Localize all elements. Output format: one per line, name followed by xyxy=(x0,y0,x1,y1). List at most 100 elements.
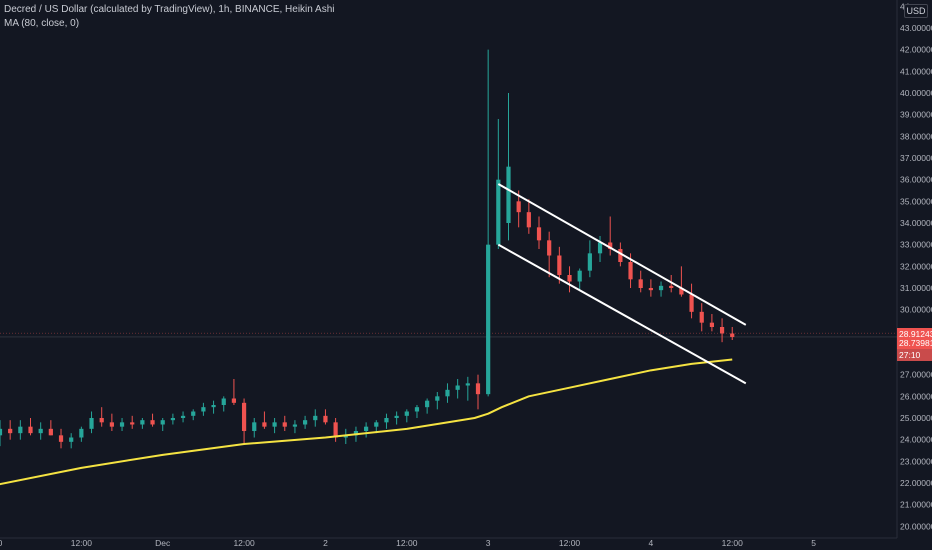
candle-body-up xyxy=(170,418,175,421)
candle-body-down xyxy=(638,279,643,288)
candle-body-up xyxy=(465,383,470,386)
candle-body-down xyxy=(536,227,542,241)
candle-body-up xyxy=(140,420,145,425)
candle-body-down xyxy=(262,422,267,427)
candle-body-down xyxy=(241,402,247,431)
y-tick-label: 20.000000 xyxy=(900,521,932,531)
channel-upper-line xyxy=(497,183,747,326)
candle-body-up xyxy=(272,422,277,427)
candle-body-down xyxy=(679,288,684,295)
candle-body-up xyxy=(18,426,23,434)
candle-body-up xyxy=(191,411,196,416)
candle-body-down xyxy=(231,398,237,403)
candle-body-up xyxy=(506,166,511,223)
currency-selector[interactable]: USD xyxy=(904,4,928,18)
candle-body-down xyxy=(150,420,155,425)
candle-body-up xyxy=(374,422,379,427)
x-tick-label: 12:00 xyxy=(396,538,418,548)
y-tick-label: 24.000000 xyxy=(900,435,932,445)
y-tick-label: 37.000000 xyxy=(900,153,932,163)
candle-body-up xyxy=(353,431,359,436)
candle-body-down xyxy=(333,422,338,438)
y-tick-label: 23.000000 xyxy=(900,456,932,466)
candle-body-down xyxy=(648,288,653,291)
candle-body-down xyxy=(547,240,552,256)
candle-body-up xyxy=(597,242,603,254)
candle-body-up xyxy=(79,428,84,438)
y-tick-label: 30.000000 xyxy=(900,305,932,315)
candle-body-down xyxy=(669,285,674,288)
x-tick-label: 12:00 xyxy=(722,538,744,548)
candle-body-down xyxy=(475,383,481,395)
candle-body-up xyxy=(89,418,94,429)
x-tick-label: Dec xyxy=(155,538,171,548)
candle-body-down xyxy=(557,255,562,275)
y-tick-label: 22.000000 xyxy=(900,478,932,488)
candle-body-up xyxy=(496,179,501,245)
y-tick-label: 39.000000 xyxy=(900,110,932,120)
candle-body-down xyxy=(48,428,53,436)
candle-body-up xyxy=(160,420,165,425)
candle-body-up xyxy=(394,415,399,418)
y-tick-label: 25.000000 xyxy=(900,413,932,423)
x-tick-label: 12:00 xyxy=(71,538,93,548)
candle-body-up xyxy=(414,407,420,412)
candle-body-up xyxy=(211,405,216,408)
y-tick-label: 27.000000 xyxy=(900,370,932,380)
candle-body-up xyxy=(577,270,582,282)
second-price-tag: 28.739812 xyxy=(897,337,932,349)
candle-body-down xyxy=(719,327,725,334)
y-tick-label: 26.000000 xyxy=(900,391,932,401)
candle-body-up xyxy=(425,400,430,408)
candle-body-down xyxy=(109,422,114,427)
candle-body-down xyxy=(282,422,287,427)
x-tick-label: 0 xyxy=(0,538,3,548)
candle-body-up xyxy=(313,415,318,421)
x-tick-label: 5 xyxy=(811,538,816,548)
candle-body-up xyxy=(587,253,592,271)
ma-indicator-label: MA (80, close, 0) xyxy=(4,18,80,29)
y-tick-label: 32.000000 xyxy=(900,261,932,271)
moving-average-line xyxy=(0,358,733,486)
candle-body-up xyxy=(201,407,206,412)
candle-body-down xyxy=(628,262,633,280)
candle-body-up xyxy=(404,411,409,416)
candle-body-down xyxy=(526,212,531,228)
y-tick-label: 43.000000 xyxy=(900,23,932,33)
candle-body-up xyxy=(292,424,298,427)
y-tick-label: 41.000000 xyxy=(900,66,932,76)
channel-lower-line xyxy=(497,243,747,385)
candle-body-down xyxy=(8,428,13,434)
candle-body-down xyxy=(608,242,613,249)
candle-body-down xyxy=(28,426,33,434)
candle-body-up xyxy=(180,415,186,418)
price-axis-panel xyxy=(897,0,932,550)
candle-body-up xyxy=(435,396,440,401)
y-tick-label: 33.000000 xyxy=(900,240,932,250)
candle-body-up xyxy=(119,422,125,427)
x-tick-label: 4 xyxy=(649,538,654,548)
candle-body-down xyxy=(689,294,694,312)
x-tick-label: 2 xyxy=(323,538,328,548)
candle-body-up xyxy=(0,428,3,436)
candle-body-up xyxy=(69,437,74,442)
y-tick-label: 34.000000 xyxy=(900,218,932,228)
candle-body-down xyxy=(699,311,704,323)
candle-body-up xyxy=(38,428,43,434)
candle-body-up xyxy=(455,385,460,390)
candle-body-down xyxy=(323,415,328,423)
candle-body-up xyxy=(384,418,389,423)
candle-body-down xyxy=(730,333,735,337)
x-tick-label: 12:00 xyxy=(559,538,581,548)
candle-body-down xyxy=(618,249,623,262)
candle-body-up xyxy=(658,285,664,291)
x-tick-label: 12:00 xyxy=(233,538,255,548)
bar-countdown-tag: 27:10 xyxy=(897,349,932,361)
candle-body-down xyxy=(99,418,104,423)
candle-body-up xyxy=(303,420,308,425)
candle-body-up xyxy=(445,389,450,397)
y-tick-label: 21.000000 xyxy=(900,500,932,510)
y-tick-label: 38.000000 xyxy=(900,131,932,141)
x-tick-label: 3 xyxy=(486,538,491,548)
